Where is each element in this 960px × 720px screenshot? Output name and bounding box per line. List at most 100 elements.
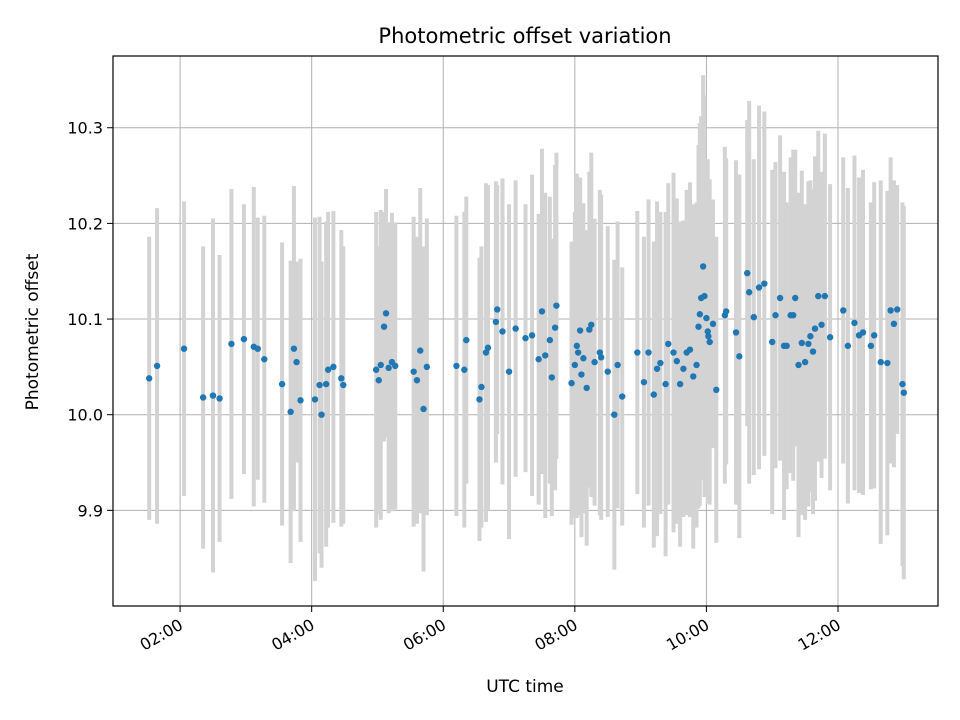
data-point [478,383,485,391]
data-point [795,361,802,369]
data-point [571,361,579,369]
data-point [713,386,720,394]
data-point [899,380,906,388]
data-point [709,320,717,328]
data-points [145,263,907,418]
data-point [240,335,248,343]
data-point [722,308,730,315]
data-point [548,374,556,381]
data-point [761,280,768,287]
data-point [538,308,546,315]
data-point [377,361,384,369]
data-point [580,355,587,362]
y-tick-label: 10.1 [67,310,103,329]
data-point [512,325,519,332]
data-point [750,313,757,321]
data-point [322,380,330,388]
data-point [583,384,590,392]
y-tick-label: 10.2 [67,214,103,233]
data-point [542,352,549,359]
data-point [818,321,825,328]
data-point [704,328,711,335]
data-point [645,349,652,356]
data-point [209,392,217,399]
data-point [340,381,347,389]
data-point [792,294,799,302]
data-point [199,394,207,401]
data-point [732,329,740,336]
data-point [701,292,708,300]
data-point [494,306,501,313]
data-point [461,366,468,373]
data-point [297,397,304,404]
data-point [290,345,298,352]
data-point [859,329,867,336]
data-point [619,393,626,400]
data-point [453,362,460,370]
data-point [662,380,669,388]
data-point [673,357,681,365]
data-point [311,396,319,403]
data-point [811,325,819,332]
data-point [826,334,834,341]
data-point [744,269,751,277]
data-point [900,389,907,396]
data-point [611,411,618,418]
data-point [867,342,875,350]
data-point [706,338,713,346]
data-point [586,326,593,333]
data-point [705,333,712,340]
data-point [695,323,702,330]
chart-title: Photometric offset variation [378,24,671,48]
data-point [783,342,790,350]
data-point [745,289,753,296]
y-tick-label: 10.0 [67,406,103,425]
x-axis-label: UTC time [486,677,564,697]
data-point [482,349,490,356]
data-point [807,333,814,340]
data-point [821,292,829,300]
data-point [551,324,559,331]
data-point [640,378,648,386]
data-point [588,321,595,328]
data-point [801,358,809,366]
data-point [870,332,878,339]
data-point [417,347,424,354]
data-point [769,338,776,346]
data-point [634,349,641,356]
y-axis-label: Photometric offset [23,253,43,410]
data-point [499,328,506,335]
data-point [476,396,483,403]
data-point [420,405,427,413]
data-point [676,380,684,388]
data-point [385,364,392,372]
data-point [423,363,431,371]
data-point [840,307,847,314]
data-point [798,339,806,347]
data-point [287,408,294,416]
data-point [145,375,153,382]
data-point [604,368,611,375]
data-point [578,371,585,378]
data-point [505,368,513,375]
data-point [330,363,337,371]
data-point [410,368,417,375]
data-point [553,302,560,309]
data-point [574,349,582,356]
data-point [392,362,399,370]
data-point [528,332,536,339]
data-point [153,362,161,370]
data-point [887,307,894,314]
data-point [755,284,763,291]
y-tick-label: 10.3 [67,119,103,138]
data-point [463,336,470,344]
data-point [736,353,743,360]
data-point [522,334,529,342]
data-point [665,340,672,348]
data-point [650,391,657,398]
data-point [653,365,661,372]
data-point [894,306,901,313]
data-point [699,263,707,270]
data-point [670,349,677,356]
